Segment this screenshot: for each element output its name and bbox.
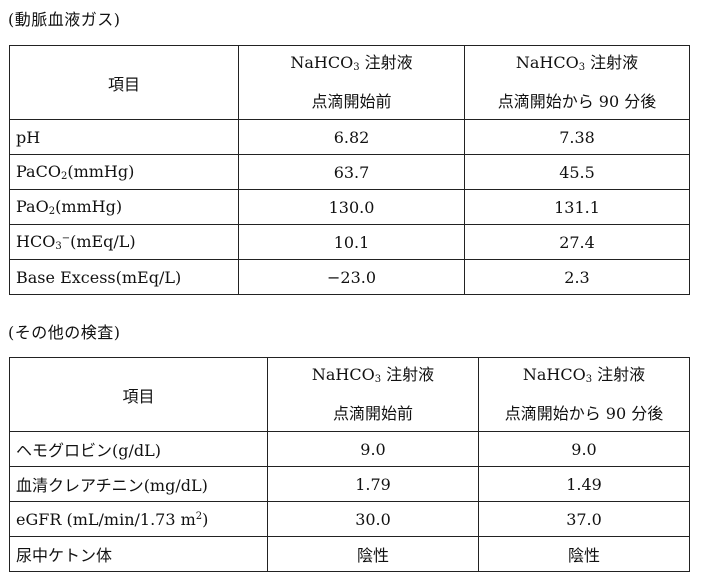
value-before: 6.82 — [238, 119, 465, 155]
header-before-line2: 点滴開始前 — [332, 404, 413, 423]
row-label: 尿中ケトン体 — [9, 536, 268, 572]
row-label: pH — [9, 119, 239, 155]
table-row: pH 6.82 7.38 — [9, 119, 690, 155]
table-row: eGFR (mL/min/1.73 m2) 30.0 37.0 — [9, 501, 690, 537]
header-before-line1: NaHCO — [311, 365, 375, 384]
header-before-line1-suffix: 注射液 — [359, 53, 413, 72]
value-before: 30.0 — [267, 501, 479, 537]
value-after: 陰性 — [478, 536, 690, 572]
value-after: 9.0 — [478, 431, 690, 467]
value-after: 37.0 — [478, 501, 690, 537]
row-label: PaO2(mmHg) — [9, 189, 239, 225]
value-after: 131.1 — [464, 189, 690, 225]
header-before-line1-suffix: 注射液 — [381, 365, 435, 384]
header-before-cell: NaHCO3 注射液 点滴開始前 — [267, 357, 479, 432]
blood-gas-section-title: (動脈血液ガス) — [8, 10, 121, 29]
header-after-cell: NaHCO3 注射液 点滴開始から 90 分後 — [464, 45, 690, 120]
value-before: 130.0 — [238, 189, 465, 225]
header-after-line1-suffix: 注射液 — [592, 365, 646, 384]
value-after: 7.38 — [464, 119, 690, 155]
table-row: 尿中ケトン体 陰性 陰性 — [9, 536, 690, 572]
table-row: HCO3−(mEq/L) 10.1 27.4 — [9, 224, 690, 260]
row-label: Base Excess(mEq/L) — [9, 259, 239, 295]
other-tests-header-row: 項目 NaHCO3 注射液 点滴開始前 NaHCO3 注射液 点滴開始から 90… — [9, 357, 690, 432]
row-label: PaCO2(mmHg) — [9, 154, 239, 190]
table-row: 血清クレアチニン(mg/dL) 1.79 1.49 — [9, 466, 690, 502]
header-after-line2: 点滴開始から 90 分後 — [504, 404, 664, 423]
row-label: HCO3−(mEq/L) — [9, 224, 239, 260]
header-before-cell: NaHCO3 注射液 点滴開始前 — [238, 45, 465, 120]
header-after-subscript: 3 — [585, 374, 593, 385]
blood-gas-table: 項目 NaHCO3 注射液 点滴開始前 NaHCO3 注射液 点滴開始から 90… — [9, 45, 690, 295]
other-tests-section-title: (その他の検査) — [8, 323, 121, 342]
value-before: 1.79 — [267, 466, 479, 502]
table-row: PaO2(mmHg) 130.0 131.1 — [9, 189, 690, 225]
header-after-line1: NaHCO — [522, 365, 586, 384]
value-before: 陰性 — [267, 536, 479, 572]
header-after-line2: 点滴開始から 90 分後 — [497, 92, 657, 111]
value-after: 1.49 — [478, 466, 690, 502]
value-after: 45.5 — [464, 154, 690, 190]
header-after-cell: NaHCO3 注射液 点滴開始から 90 分後 — [478, 357, 690, 432]
other-tests-table: 項目 NaHCO3 注射液 点滴開始前 NaHCO3 注射液 点滴開始から 90… — [9, 357, 690, 572]
header-before-subscript: 3 — [353, 62, 360, 73]
table-row: PaCO2(mmHg) 63.7 45.5 — [9, 154, 690, 190]
header-item-label: 項目 — [122, 386, 155, 406]
table-row: ヘモグロビン(g/dL) 9.0 9.0 — [9, 431, 690, 467]
header-after-line1: NaHCO — [515, 53, 579, 72]
header-item-label: 項目 — [107, 74, 140, 94]
value-before: 63.7 — [238, 154, 465, 190]
header-item-cell: 項目 — [9, 45, 239, 120]
header-after-subscript: 3 — [578, 62, 586, 73]
blood-gas-header-row: 項目 NaHCO3 注射液 点滴開始前 NaHCO3 注射液 点滴開始から 90… — [9, 45, 690, 120]
header-before-line2: 点滴開始前 — [311, 92, 392, 111]
row-label: ヘモグロビン(g/dL) — [9, 431, 268, 467]
value-before: 9.0 — [267, 431, 479, 467]
table-row: Base Excess(mEq/L) −23.0 2.3 — [9, 259, 690, 295]
value-after: 2.3 — [464, 259, 690, 295]
header-after-line1-suffix: 注射液 — [585, 53, 639, 72]
value-after: 27.4 — [464, 224, 690, 260]
header-before-line1: NaHCO — [290, 53, 354, 72]
row-label: eGFR (mL/min/1.73 m2) — [9, 501, 268, 537]
value-before: −23.0 — [238, 259, 465, 295]
header-before-subscript: 3 — [374, 374, 382, 385]
value-before: 10.1 — [238, 224, 465, 260]
header-item-cell: 項目 — [9, 357, 268, 432]
row-label: 血清クレアチニン(mg/dL) — [9, 466, 268, 502]
